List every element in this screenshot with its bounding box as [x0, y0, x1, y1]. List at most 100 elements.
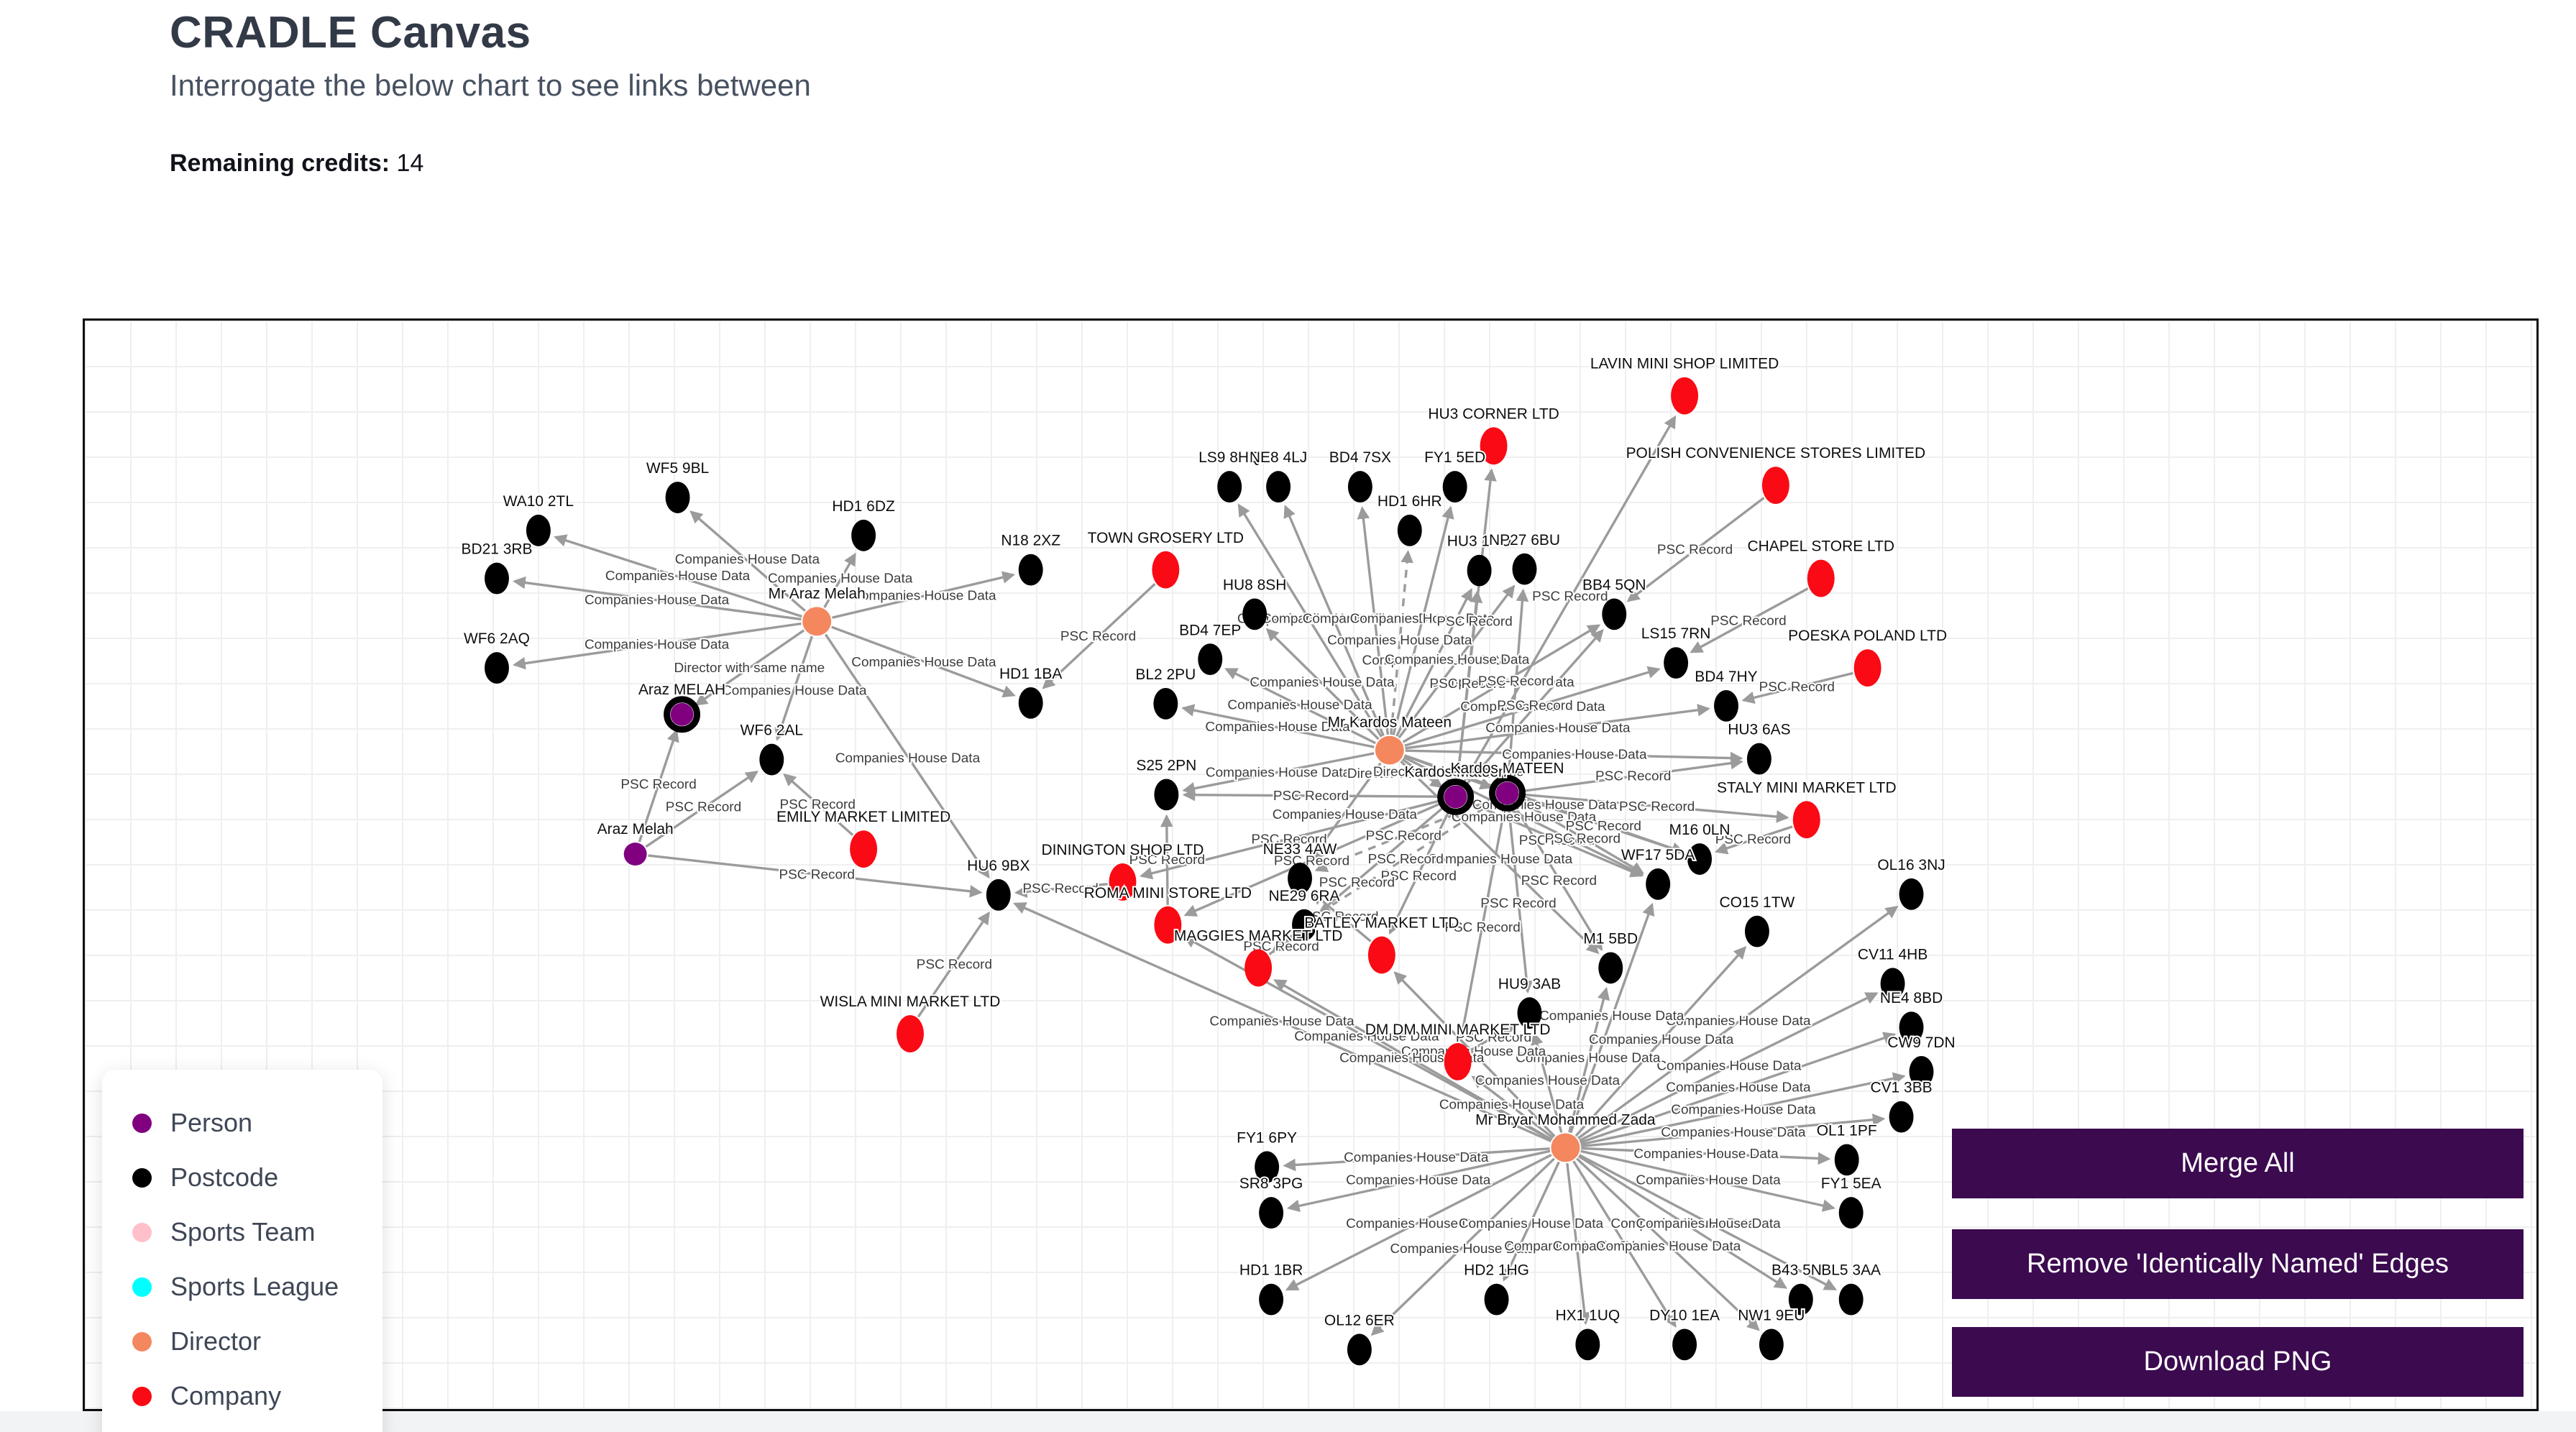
graph-node-poeska[interactable] — [1853, 649, 1881, 687]
graph-node-m1_5bd[interactable] — [1598, 952, 1623, 984]
graph-node-kardos_p1[interactable] — [1444, 785, 1467, 809]
graph-node-hu8_8sh[interactable] — [1242, 598, 1268, 630]
link-graph[interactable]: Companies House Data Companies House Data… — [85, 321, 2536, 1409]
graph-node-wf17_5da[interactable] — [1646, 868, 1671, 900]
edge-label: PSC Record — [1274, 854, 1349, 869]
graph-node-np27_6bu[interactable] — [1512, 553, 1537, 585]
graph-node-araz_d[interactable] — [802, 607, 832, 636]
graph-node-lavin[interactable] — [1671, 377, 1699, 415]
graph-node-hd2_1hg[interactable] — [1484, 1283, 1509, 1316]
merge-all-button[interactable]: Merge All — [1952, 1129, 2524, 1198]
graph-node-ne29_6ra[interactable] — [1292, 909, 1316, 941]
graph-node-hx1_1uq[interactable] — [1575, 1328, 1600, 1361]
edge-label: PSC Record — [1456, 1030, 1531, 1045]
graph-node-fy1_5ed[interactable] — [1442, 471, 1467, 502]
graph-node-fy1_6py[interactable] — [1255, 1151, 1280, 1183]
node-label-hd1_6dz: HD1 6DZ — [832, 498, 895, 515]
legend-item-person: Person — [102, 1096, 382, 1150]
graph-node-hu3_1nu[interactable] — [1467, 554, 1492, 587]
edge-label: PSC Record — [1429, 676, 1505, 692]
legend-dot — [132, 1331, 152, 1351]
graph-node-bl2_2pu[interactable] — [1153, 687, 1178, 720]
graph-node-bd4_7ep[interactable] — [1198, 643, 1223, 676]
node-label-bl2_2pu: BL2 2PU — [1135, 666, 1196, 683]
graph-node-s25_2pn[interactable] — [1154, 779, 1179, 811]
graph-node-maggies[interactable] — [1245, 949, 1273, 987]
graph-node-dy10_1ea[interactable] — [1672, 1328, 1697, 1361]
graph-node-ol1_1pf[interactable] — [1834, 1144, 1859, 1176]
graph-node-bryar_d[interactable] — [1551, 1133, 1580, 1162]
graph-node-sr8_3pg[interactable] — [1259, 1197, 1284, 1229]
node-label-cw9_7dn: CW9 7DN — [1887, 1034, 1955, 1051]
graph-node-hu9_3ab[interactable] — [1517, 997, 1542, 1029]
download-png-button[interactable]: Download PNG — [1952, 1327, 2524, 1397]
graph-node-staly[interactable] — [1792, 801, 1820, 839]
graph-edge-bryar_d-hd1_1br — [1285, 1153, 1552, 1291]
graph-node-bd21_3rb[interactable] — [485, 562, 509, 595]
graph-node-hd1_1br[interactable] — [1259, 1283, 1284, 1316]
graph-node-cw9_7dn[interactable] — [1909, 1055, 1934, 1088]
graph-node-ol16_3nj[interactable] — [1899, 878, 1924, 910]
graph-edge-kardos_p2-np27_6bu — [1507, 588, 1529, 781]
node-label-hu6_9bx: HU6 9BX — [967, 858, 1030, 874]
graph-node-co15_1tw[interactable] — [1744, 915, 1769, 947]
graph-node-ol12_6er[interactable] — [1347, 1334, 1372, 1366]
node-label-n18_2xz: N18 2XZ — [1001, 533, 1060, 549]
graph-node-hd1_6hr[interactable] — [1397, 514, 1422, 546]
legend-label: Postcode — [170, 1162, 279, 1192]
graph-node-batley[interactable] — [1367, 936, 1395, 974]
node-label-kardos_p1: Kardos Mateen — [1405, 764, 1507, 781]
graph-node-ls15_7rn[interactable] — [1664, 647, 1689, 679]
node-label-ne33_4aw: NE33 4AW — [1263, 841, 1337, 858]
node-label-ol1_1pf: OL1 1PF — [1817, 1123, 1877, 1139]
edge-label: Companies House Data — [605, 569, 751, 584]
graph-node-cv11_4hb[interactable] — [1880, 968, 1905, 1000]
graph-edge-araz_d-hd1_1ba — [831, 625, 1016, 698]
graph-node-wf6_2al[interactable] — [759, 743, 784, 776]
graph-node-roma[interactable] — [1154, 906, 1182, 944]
graph-node-bb4_5qn[interactable] — [1602, 598, 1627, 630]
graph-node-wf6_2aq[interactable] — [485, 652, 509, 684]
graph-node-kardos_d[interactable] — [1375, 735, 1404, 765]
graph-node-hu3_corner[interactable] — [1480, 427, 1508, 465]
graph-node-bd4_7sx[interactable] — [1347, 471, 1372, 502]
graph-node-wf5_9bl[interactable] — [665, 482, 690, 513]
legend-dot — [132, 1386, 152, 1406]
graph-edge-bryar_d-b43_5nl — [1577, 1155, 1788, 1289]
graph-node-kardos_p2[interactable] — [1495, 781, 1519, 805]
graph-node-ne33_4aw[interactable] — [1288, 863, 1312, 894]
graph-node-m16_0ln[interactable] — [1687, 843, 1713, 875]
remaining-credits-value: 14 — [396, 150, 424, 177]
graph-node-town[interactable] — [1152, 551, 1180, 589]
graph-node-hu3_6as[interactable] — [1746, 743, 1771, 775]
graph-node-nw1_9eu[interactable] — [1759, 1328, 1784, 1361]
graph-node-fy1_5ea[interactable] — [1838, 1197, 1864, 1229]
graph-node-wa10_2tl[interactable] — [526, 514, 551, 546]
graph-node-polish[interactable] — [1761, 467, 1789, 504]
graph-node-b43_5nl[interactable] — [1788, 1283, 1813, 1316]
graph-edge-araz_p-hu6_9bx — [648, 854, 983, 898]
graph-node-wisla[interactable] — [897, 1015, 924, 1052]
graph-node-araz_p[interactable] — [623, 843, 647, 866]
graph-node-dm_dm[interactable] — [1444, 1043, 1472, 1080]
graph-node-hd1_6dz[interactable] — [851, 519, 876, 551]
graph-node-emily[interactable] — [850, 830, 878, 868]
graph-node-ne8_4lj[interactable] — [1266, 471, 1291, 502]
graph-node-n18_2xz[interactable] — [1018, 554, 1043, 586]
graph-node-hu6_9bx[interactable] — [986, 878, 1011, 911]
remove-identically-named-edges-button[interactable]: Remove 'Identically Named' Edges — [1952, 1229, 2524, 1299]
graph-node-chapel[interactable] — [1807, 559, 1835, 597]
graph-edge-kardos_p1-dinington — [1140, 799, 1444, 880]
edge-label: Companies House Data — [1273, 807, 1418, 822]
graph-edge-bryar_d-co15_1tw — [1575, 946, 1747, 1137]
graph-node-ne4_8bd[interactable] — [1899, 1011, 1924, 1044]
graph-edge-bryar_d-batley — [1393, 971, 1556, 1137]
graph-node-dinington[interactable] — [1109, 863, 1137, 901]
graph-node-bd4_7hy[interactable] — [1714, 689, 1738, 722]
graph-canvas[interactable]: Companies House Data Companies House Data… — [83, 318, 2539, 1432]
graph-node-ls9_8hq[interactable] — [1217, 471, 1242, 502]
graph-node-cv1_3bb[interactable] — [1889, 1101, 1914, 1133]
graph-node-bl5_3aa[interactable] — [1838, 1283, 1864, 1316]
graph-node-hd1_1ba[interactable] — [1018, 687, 1043, 719]
graph-node-araz_ring[interactable] — [670, 702, 694, 726]
